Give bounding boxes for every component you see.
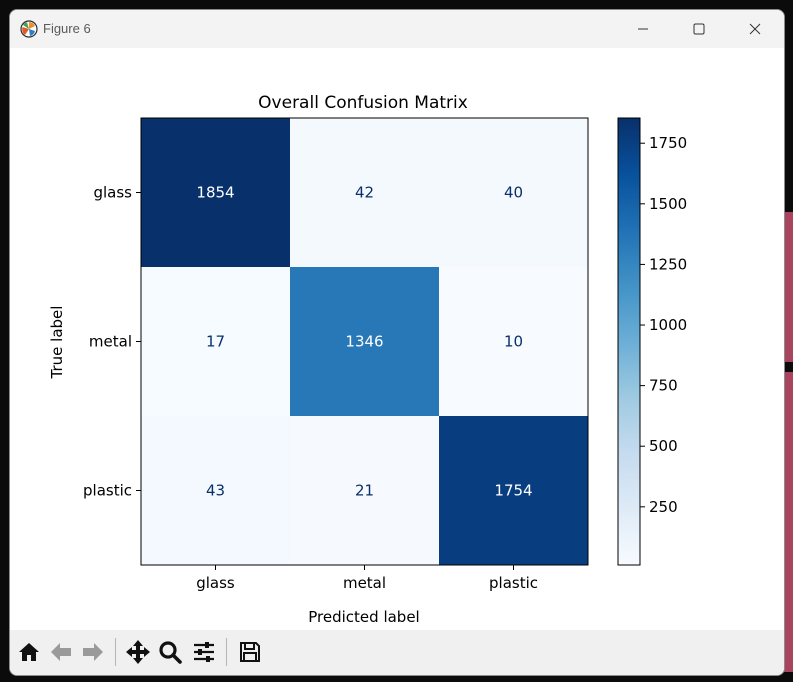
- close-icon: [749, 23, 761, 35]
- figure-window: Figure 6: [9, 9, 785, 676]
- matrix-cell: [141, 416, 291, 566]
- toolbar-separator: [226, 638, 227, 666]
- colorbar-tick-label: 250: [649, 498, 678, 516]
- back-button[interactable]: [48, 639, 74, 665]
- cell-value-label: 1754: [494, 482, 532, 500]
- x-axis-label: Predicted label: [308, 608, 419, 626]
- y-tick-label: metal: [89, 333, 132, 351]
- save-icon: [240, 642, 260, 662]
- close-button[interactable]: [727, 10, 783, 48]
- cell-value-label: 17: [206, 333, 225, 351]
- title-bar[interactable]: Figure 6: [10, 10, 784, 48]
- minimize-icon: [638, 28, 648, 30]
- chart-title: Overall Confusion Matrix: [258, 93, 468, 113]
- matrix-cell: [290, 118, 440, 268]
- zoom-icon: [159, 641, 182, 664]
- matrix-cell: [439, 416, 589, 566]
- colorbar-tick-label: 1500: [649, 195, 687, 213]
- matrix-cell: [141, 267, 291, 417]
- cell-value-label: 1346: [345, 333, 383, 351]
- maximize-button[interactable]: [671, 10, 727, 48]
- matplotlib-logo-icon: [20, 20, 38, 38]
- cell-value-label: 43: [206, 482, 225, 500]
- figure-canvas[interactable]: Overall Confusion Matrix 1854 42 40 17 1346 1…: [10, 48, 784, 630]
- zoom-button[interactable]: [157, 639, 183, 665]
- home-icon: [19, 643, 39, 661]
- cell-value-label: 40: [504, 184, 523, 202]
- back-arrow-icon: [51, 643, 71, 661]
- matrix-cell: [290, 267, 440, 417]
- window-title: Figure 6: [43, 21, 91, 36]
- matrix-cell: [141, 118, 291, 268]
- save-button[interactable]: [237, 639, 263, 665]
- navigation-toolbar: [10, 630, 784, 675]
- cell-value-label: 42: [355, 184, 374, 202]
- cell-value-label: 10: [504, 333, 523, 351]
- configure-subplots-icon: [194, 642, 214, 662]
- cell-value-label: 21: [355, 482, 374, 500]
- colorbar-tick-label: 1250: [649, 255, 687, 273]
- minimize-button[interactable]: [615, 10, 671, 48]
- x-tick-label: metal: [343, 574, 386, 592]
- colorbar: [617, 117, 641, 566]
- confusion-matrix-chart: Overall Confusion Matrix 1854 42 40 17 1346 1…: [48, 93, 687, 626]
- desktop-background-accent: [783, 212, 793, 362]
- pan-icon: [126, 640, 150, 664]
- matrix-cell: [439, 267, 589, 417]
- y-tick-label: glass: [93, 184, 132, 202]
- y-tick-label: plastic: [83, 482, 132, 500]
- matrix-cell: [290, 416, 440, 566]
- home-button[interactable]: [16, 639, 42, 665]
- cell-value-label: 1854: [196, 184, 234, 202]
- maximize-icon: [693, 23, 705, 35]
- forward-arrow-icon: [83, 643, 103, 661]
- desktop-background-accent: [783, 372, 793, 672]
- forward-button[interactable]: [80, 639, 106, 665]
- configure-subplots-button[interactable]: [191, 639, 217, 665]
- colorbar-tick-label: 500: [649, 437, 678, 455]
- x-tick-label: glass: [196, 574, 235, 592]
- colorbar-tick-label: 1000: [649, 316, 687, 334]
- matrix-cell: [439, 118, 589, 268]
- toolbar-separator: [115, 638, 116, 666]
- colorbar-tick-label: 750: [649, 377, 678, 395]
- x-tick-label: plastic: [489, 574, 538, 592]
- pan-button[interactable]: [125, 639, 151, 665]
- y-axis-label: True label: [48, 306, 66, 380]
- colorbar-tick-label: 1750: [649, 134, 687, 152]
